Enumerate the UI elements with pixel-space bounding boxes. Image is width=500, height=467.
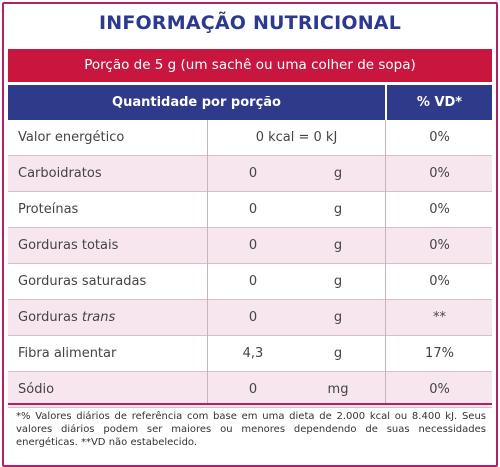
nutrient-name: Gorduras saturadas — [18, 274, 147, 289]
nutrient-unit: g — [333, 310, 343, 325]
table-row: Gorduras saturadas 0 g 0% — [8, 264, 492, 300]
footnote: *% Valores diários de referência com bas… — [16, 411, 486, 448]
nutrient-table: Valor energético 0 kcal = 0 kJ 0% Carboi… — [8, 120, 492, 408]
nutrient-qty: 0 — [248, 238, 258, 253]
column-divider — [385, 120, 386, 403]
nutrient-unit: g — [333, 202, 343, 217]
table-row: Proteínas 0 g 0% — [8, 192, 492, 228]
portion-banner: Porção de 5 g (um sachê ou uma colher de… — [8, 49, 492, 82]
table-row: Gorduras totais 0 g 0% — [8, 228, 492, 264]
nutrient-vd: 0% — [429, 166, 450, 181]
nutrient-qty: 4,3 — [242, 346, 264, 361]
nutrient-name: Carboidratos — [18, 166, 102, 181]
table-row: Gorduras trans 0 g ** — [8, 300, 492, 336]
nutrient-qty: 0 — [248, 274, 258, 289]
label-title: INFORMAÇÃO NUTRICIONAL — [98, 12, 402, 34]
table-row: Fibra alimentar 4,3 g 17% — [8, 336, 492, 372]
nutrient-qty: 0 — [248, 202, 258, 217]
nutrient-name: Gorduras trans — [18, 310, 116, 325]
nutrient-vd: ** — [433, 310, 446, 325]
nutrient-name: Proteínas — [18, 202, 79, 217]
nutrient-vd: 0% — [429, 130, 450, 145]
nutrient-name: Fibra alimentar — [18, 346, 117, 361]
table-header: Quantidade por porção % VD* — [8, 85, 492, 120]
nutrient-name: Valor energético — [18, 130, 125, 145]
nutrient-vd: 17% — [425, 346, 454, 361]
nutrient-unit: g — [333, 274, 343, 289]
header-vd: % VD* — [416, 95, 463, 110]
table-row: Carboidratos 0 g 0% — [8, 156, 492, 192]
nutrient-unit: g — [333, 238, 343, 253]
header-divider — [385, 85, 387, 120]
nutrient-vd: 0% — [429, 202, 450, 217]
table-row: Sódio 0 mg 0% — [8, 372, 492, 408]
table-row: Valor energético 0 kcal = 0 kJ 0% — [8, 120, 492, 156]
nutrient-unit: mg — [327, 382, 349, 397]
nutrient-qty: 0 — [248, 166, 258, 181]
nutrient-energy-value: 0 kcal = 0 kJ — [255, 130, 338, 145]
nutrient-qty: 0 — [248, 310, 258, 325]
nutrient-vd: 0% — [429, 238, 450, 253]
nutrient-vd: 0% — [429, 274, 450, 289]
nutrient-unit: g — [333, 346, 343, 361]
footnote-divider — [8, 403, 492, 405]
nutrient-name: Sódio — [18, 382, 55, 397]
nutrient-unit: g — [333, 166, 343, 181]
nutrient-qty: 0 — [248, 382, 258, 397]
nutrient-vd: 0% — [429, 382, 450, 397]
column-divider — [207, 120, 208, 403]
nutrient-name: Gorduras totais — [18, 238, 119, 253]
header-quantity: Quantidade por porção — [112, 95, 281, 110]
